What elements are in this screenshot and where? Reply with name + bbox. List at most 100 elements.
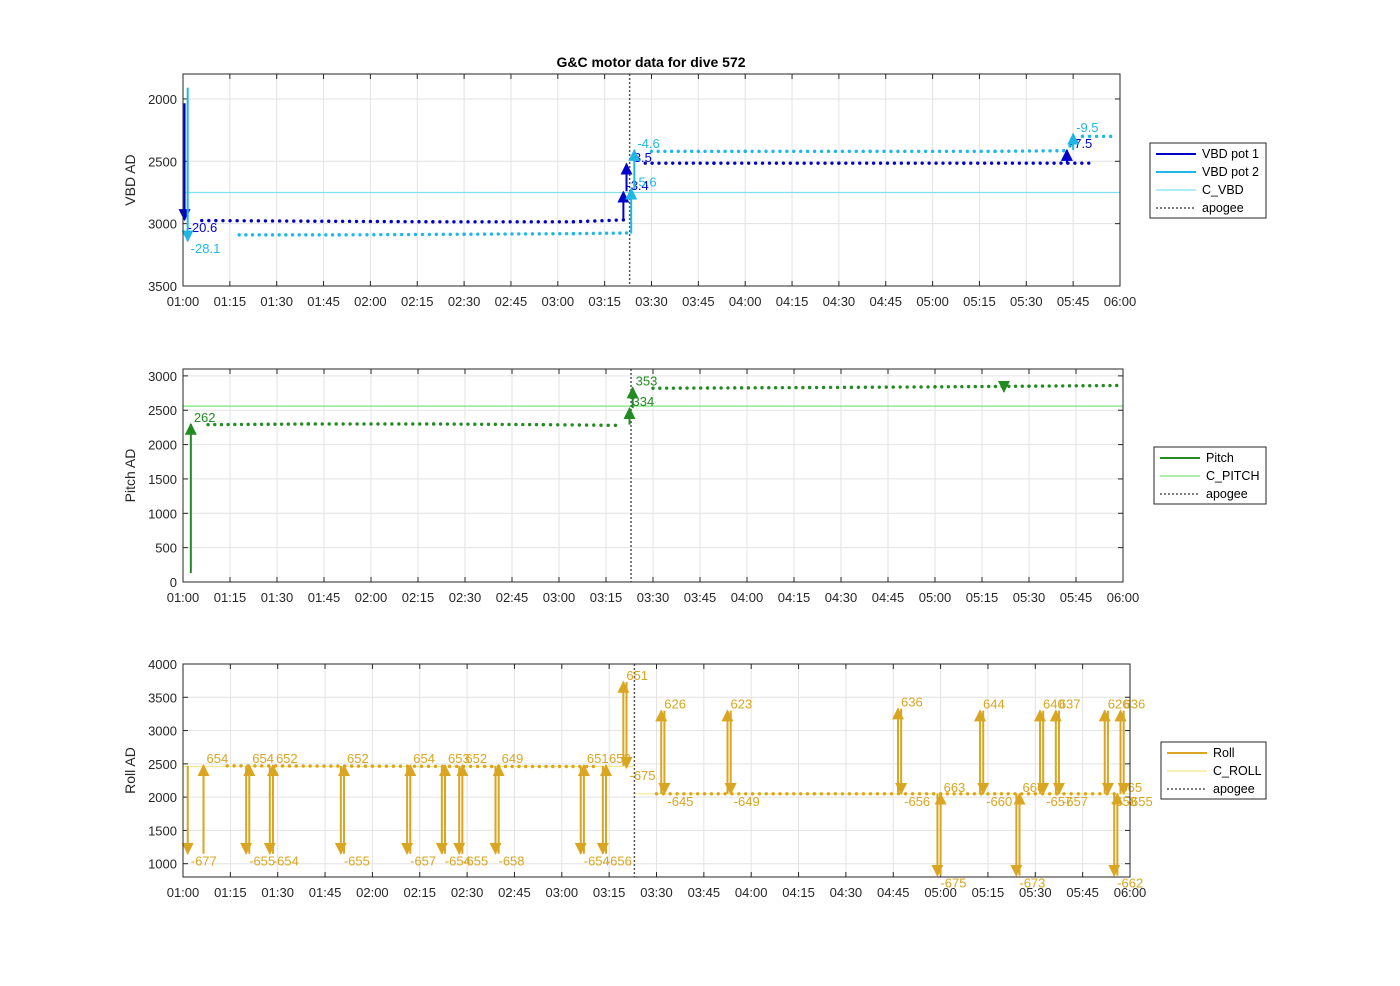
data-point: [348, 422, 352, 426]
data-point: [730, 149, 734, 154]
data-point: [399, 232, 404, 237]
x-tick-label: 03:15: [593, 885, 626, 900]
data-point: [279, 422, 284, 426]
data-point: [753, 161, 758, 165]
data-point: [284, 219, 289, 223]
data-point: [333, 219, 338, 223]
data-point: [1034, 384, 1038, 388]
data-point: [375, 219, 380, 224]
data-point: [529, 220, 533, 224]
data-point: [361, 219, 366, 224]
move-label: 663: [944, 780, 966, 795]
data-point: [256, 219, 261, 223]
data-point: [548, 423, 553, 427]
data-point: [249, 219, 253, 223]
move-label: -657: [1062, 794, 1088, 809]
data-point: [341, 422, 345, 426]
y-tick-label: 2000: [148, 790, 177, 805]
data-point: [733, 161, 737, 165]
data-point: [870, 385, 875, 389]
data-point: [750, 792, 755, 796]
data-point: [1098, 792, 1102, 796]
data-point: [1108, 134, 1113, 139]
move-label: 626: [664, 697, 686, 712]
data-point: [716, 149, 721, 154]
data-point: [962, 161, 966, 165]
move-label: 653: [448, 751, 470, 766]
data-point: [649, 149, 654, 154]
data-point: [854, 792, 859, 796]
legend-label-apogee: apogee: [1213, 782, 1255, 796]
data-point: [410, 219, 414, 224]
data-point: [624, 231, 629, 235]
data-point: [989, 161, 994, 165]
data-point: [1108, 383, 1112, 388]
data-point: [544, 764, 548, 769]
data-point: [723, 149, 727, 154]
data-point: [489, 232, 494, 236]
data-point: [896, 149, 900, 154]
data-point: [207, 218, 211, 223]
x-tick-label: 05:00: [919, 590, 952, 605]
data-point: [1000, 149, 1004, 153]
data-point: [864, 161, 869, 165]
data-point: [861, 792, 866, 796]
data-point: [910, 792, 915, 796]
data-point: [292, 219, 296, 223]
data-point: [1045, 161, 1049, 165]
data-point: [868, 792, 873, 796]
x-tick-label: 05:45: [1060, 590, 1093, 605]
data-point: [517, 232, 521, 236]
move-label: -657: [410, 854, 436, 869]
data-point: [917, 149, 921, 154]
data-point: [787, 385, 791, 390]
data-point: [358, 233, 362, 237]
y-tick-label: 2500: [148, 154, 177, 169]
panel-roll-ad: 01:00 01:15 01:30 01:45 02:00 02:15 02:30 02:45…: [122, 657, 1267, 900]
x-tick-label: 05:30: [1019, 885, 1052, 900]
move-label: 651: [626, 668, 648, 683]
data-point: [239, 422, 244, 427]
data-point: [557, 220, 562, 224]
data-point: [643, 161, 647, 165]
data-point: [523, 232, 528, 236]
data-point: [598, 231, 602, 236]
data-point: [753, 386, 757, 390]
data-point: [480, 220, 484, 224]
data-point: [750, 149, 754, 154]
data-point: [944, 149, 949, 154]
data-point: [923, 149, 928, 154]
data-point: [379, 232, 383, 237]
x-tick-label: 03:45: [682, 294, 715, 309]
data-point: [452, 220, 456, 224]
data-point: [496, 232, 500, 236]
data-point: [607, 218, 611, 223]
data-point: [833, 792, 838, 796]
x-tick-label: 03:45: [684, 590, 717, 605]
data-point: [237, 233, 241, 237]
data-point: [840, 149, 845, 154]
move-label: 353: [636, 374, 658, 389]
legend-label-vbd-pot-2: VBD pot 2: [1202, 165, 1259, 179]
data-point: [1031, 161, 1035, 165]
data-point: [536, 220, 540, 224]
data-point: [417, 220, 421, 224]
y-tick-label: 3000: [148, 217, 177, 232]
data-point: [920, 161, 924, 165]
y-axis-label: Pitch AD: [122, 449, 138, 503]
x-tick-label: 02:30: [451, 885, 484, 900]
data-point: [336, 764, 340, 768]
data-point: [578, 231, 582, 236]
x-tick-label: 03:00: [542, 294, 575, 309]
data-point: [814, 385, 819, 390]
data-point: [383, 422, 387, 426]
move-label: -677: [191, 854, 217, 869]
data-point: [1020, 384, 1024, 388]
data-point: [503, 232, 507, 236]
data-point: [1061, 384, 1065, 388]
data-point: [426, 764, 431, 769]
data-point: [356, 764, 361, 768]
move-label: -656: [904, 794, 930, 809]
data-point: [420, 232, 425, 237]
